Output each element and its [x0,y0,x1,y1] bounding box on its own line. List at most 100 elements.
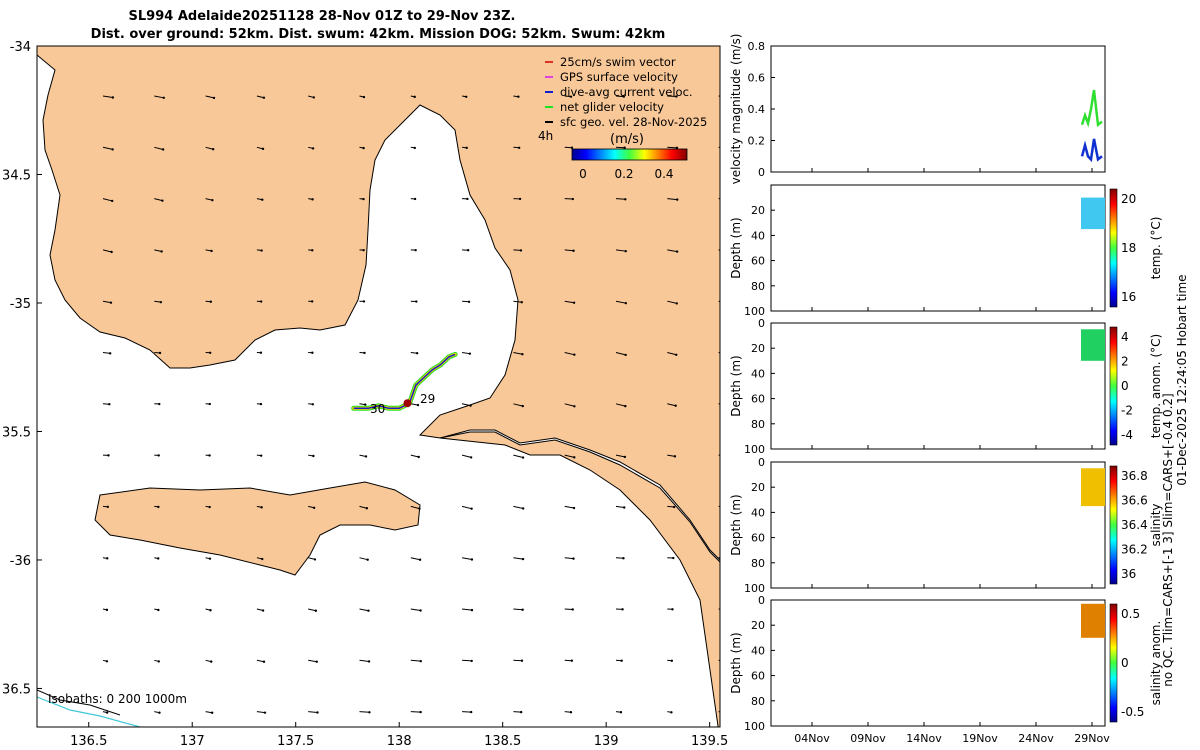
ts-ylabel: Depth (m) [729,494,743,555]
velocity-arrow-head [366,558,369,561]
velocity-series-line [1080,89,1103,128]
velocity-arrow-head [313,558,317,561]
glider-track [351,351,458,411]
lon-tick-label: 139 [594,734,619,749]
velocity-arrow-head [721,660,723,662]
velocity-arrow-head [157,557,160,560]
velocity-arrow-head [364,455,368,458]
ts-cbar-tick: 16 [1121,290,1136,304]
velocity-arrow-head [572,557,575,560]
velocity-arrow [564,352,575,356]
velocity-arrow-head [111,96,115,99]
velocity-arrow [410,505,420,510]
velocity-arrow-head [417,455,420,459]
velocity-arrow-head [259,454,263,457]
ts-panel-3: 0 20 40 60 80 100 Depth (m) 36.8 36.6 36.4 36.2 36 s… [729,456,1163,595]
speed-colorbar [571,148,688,161]
velocity-arrow [359,608,369,612]
velocity-arrow [205,146,214,150]
day-label-30: 30 [370,402,385,416]
velocity-arrow-head [572,249,575,252]
velocity-arrow [462,352,470,355]
velocity-arrow-head [208,505,211,509]
day-label-29: 29 [420,392,435,406]
velocity-arrow [513,505,524,509]
velocity-arrow-head [727,199,729,201]
map-title-line2: Dist. over ground: 52km. Dist. swum: 42k… [91,27,666,42]
ts-colorbar [1109,326,1118,446]
velocity-arrow-head [521,557,525,561]
profile-heatmap-block [1081,329,1105,361]
velocity-arrow [410,608,421,611]
land-yorke-peninsula [37,46,720,561]
velocity-arrow-head [111,148,114,151]
velocity-arrow-head [671,608,674,611]
velocity-arrow-head [108,402,111,406]
velocity-arrow-head [413,197,417,201]
ts-ytick-label: 20 [751,204,765,217]
velocity-arrow-head [573,405,576,408]
velocity-arrow-head [517,95,520,98]
lon-tick-label: 137.5 [277,734,314,749]
velocity-arrow-head [624,353,627,357]
velocity-arrow [256,711,266,714]
velocity-arrow-head [362,248,365,252]
velocity-arrow-head [312,454,315,458]
velocity-arrow-head [724,455,726,457]
velocity-arrow-head [110,199,114,203]
velocity-arrow [462,557,473,560]
velocity-arrow-head [418,558,422,561]
profile-heatmap-block [1081,603,1105,638]
velocity-arrow-head [261,557,264,561]
velocity-arrow [615,505,625,508]
ts-panel-frame [770,322,1106,450]
velocity-arrow [154,95,164,99]
ts-ylabel: velocity magnitude (m/s) [729,34,743,185]
velocity-arrow-head [362,300,366,303]
velocity-arrow [462,659,472,662]
velocity-arrow-head [365,507,369,510]
velocity-arrow [256,659,265,663]
velocity-arrow-head [670,711,673,714]
velocity-arrow [359,659,370,662]
ts-cbar-tick: -4 [1121,428,1133,442]
ts-panel-0: 0 0.2 0.4 0.6 0.8 velocity magnitude (m/s) [729,34,1106,185]
ts-panel-4: 0 20 40 60 80 100 Depth (m) 0.5 0 -0.5 salinity an… [729,594,1163,733]
velocity-arrow-head [466,197,469,201]
velocity-arrow-head [315,660,318,663]
velocity-arrow [513,608,523,611]
ts-ytick-label: 20 [751,619,765,632]
velocity-arrow [308,711,318,713]
velocity-arrow [667,454,676,457]
ts-ytick-label: 20 [751,342,765,355]
velocity-arrow-head [470,507,473,510]
velocity-arrow [461,454,472,458]
velocity-arrow-head [624,198,627,201]
velocity-arrow [615,454,625,458]
velocity-arrow [667,352,677,356]
velocity-arrow-head [210,249,213,253]
glider-end-marker [403,399,412,408]
velocity-arrow-head [518,197,522,201]
ts-panel-frame [770,461,1106,589]
lat-tick-label: 34.5 [2,168,31,183]
velocity-arrow [564,505,575,509]
ts-cbar-tick: 36.8 [1121,469,1148,483]
map-title-line1: SL994 Adelaide20251128 28-Nov 01Z to 29-… [129,9,516,24]
velocity-arrow-head [419,609,422,612]
ts-cbar-tick: 0 [1121,379,1129,393]
velocity-arrow-head [521,456,525,459]
ts-xtick-label: 24Nov [1018,732,1054,745]
map-axes: 30 29 Isobaths: 0 200 1000m 136.5 137 137.… [2,40,729,749]
velocity-arrow-head [521,507,525,510]
velocity-arrow [513,711,522,713]
velocity-arrow-head [208,402,211,406]
ts-cbar-tick: 2 [1121,355,1129,369]
surface-geo-velocity-arrows [102,95,729,714]
velocity-arrow-head [465,146,468,150]
velocity-arrow-head [623,146,626,149]
velocity-arrow-head [672,505,676,509]
velocity-arrow [615,403,626,407]
velocity-arrow-head [674,404,677,407]
velocity-arrow [615,249,626,252]
